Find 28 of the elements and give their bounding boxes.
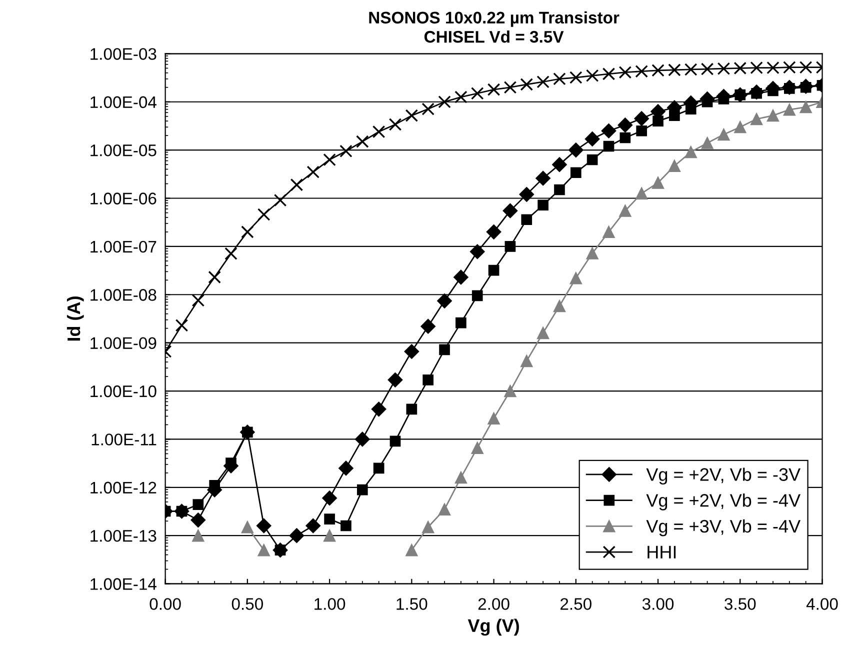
y-tick-label: 1.00E-03 — [90, 48, 156, 60]
y-tick-label: 1.00E-13 — [90, 530, 156, 542]
x-tick-label: 4.00 — [806, 598, 838, 610]
y-tick-label: 1.00E-12 — [90, 482, 156, 494]
y-tick-label: 1.00E-14 — [90, 578, 156, 590]
x-tick-label: 0.50 — [232, 598, 263, 610]
legend-label: Vg = +3V, Vb = -4V — [646, 519, 801, 536]
y-tick-label: 1.00E-10 — [90, 385, 156, 398]
x-tick-label: 3.50 — [724, 598, 756, 610]
x-tick-label: 3.00 — [642, 598, 674, 610]
legend-label: Vg = +2V, Vb = -4V — [646, 494, 801, 510]
legend-label: Vg = +2V, Vb = -3V — [646, 468, 801, 485]
y-tick-label: 1.00E-04 — [90, 96, 156, 108]
x-tick-label: 0.00 — [150, 598, 181, 610]
x-axis-title: Vg (V) — [468, 618, 519, 636]
y-tick-label: 1.00E-07 — [90, 240, 156, 253]
chart-title: NSONOS 10x0.22 µm Transistor CHISEL Vd = 3.5V — [369, 11, 620, 43]
x-tick-label: 1.00 — [314, 598, 346, 610]
y-tick-label: 1.00E-08 — [90, 289, 156, 301]
x-tick-label: 2.50 — [560, 598, 592, 610]
x-tick-label: 2.00 — [478, 598, 510, 610]
y-tick-label: 1.00E-06 — [90, 192, 156, 204]
y-tick-label: 1.00E-05 — [90, 144, 156, 156]
x-tick-label: 1.50 — [396, 598, 428, 610]
legend-label: HHI — [648, 546, 676, 558]
y-tick-label: 1.00E-09 — [90, 337, 156, 350]
y-tick-label: 1.00E-11 — [92, 434, 156, 446]
y-axis-title: Id (A) — [66, 296, 84, 341]
